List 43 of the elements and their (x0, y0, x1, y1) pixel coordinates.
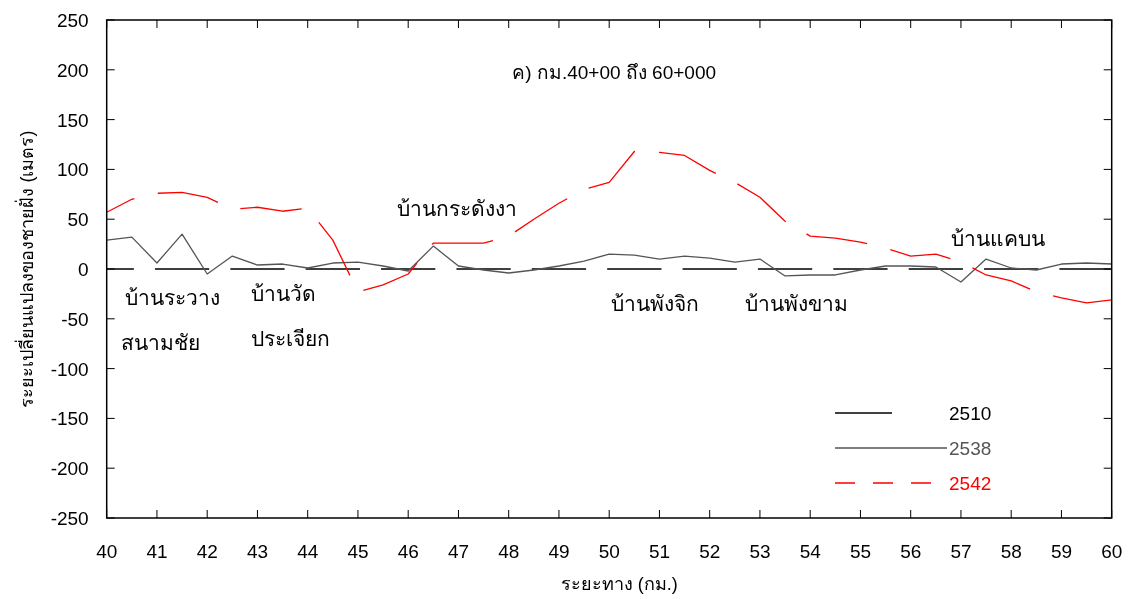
y-tick-label: 250 (57, 10, 89, 31)
x-tick-label: 44 (297, 541, 319, 562)
annotation: บ้านกระดังงา (397, 197, 517, 220)
x-tick-label: 46 (397, 541, 419, 562)
x-tick-label: 50 (598, 541, 620, 562)
annotation: ประเจียก (250, 327, 330, 350)
annotation: บ้านพังขาม (744, 292, 848, 315)
x-tick-label: 45 (347, 541, 369, 562)
x-tick-label: 59 (1050, 541, 1073, 562)
y-tick-label: -150 (50, 408, 89, 430)
text: ค) กม.40+00 ถึง 60+000 (512, 62, 717, 83)
x-tick-label: 52 (699, 541, 721, 562)
x-tick-label: 48 (498, 541, 520, 562)
x-tick-label: 40 (96, 541, 118, 562)
annotation: สนามชัย (120, 331, 200, 354)
x-tick-label: 60 (1101, 541, 1123, 562)
y-tick-label: -100 (50, 358, 89, 380)
y-tick-label: 200 (57, 59, 89, 81)
y-tick-label: 0 (78, 259, 89, 280)
annotation: บ้านระวาง (124, 286, 220, 309)
x-tick-label: 47 (447, 541, 470, 562)
annotation: บ้านพังจิก (611, 292, 699, 315)
y-tick-label: -250 (50, 508, 89, 529)
x-tick-label: 54 (799, 541, 822, 562)
x-tick-label: 58 (1000, 541, 1022, 562)
x-axis-title: ระยะทาง (กม.) (560, 574, 678, 594)
annotation: บ้านวัด (250, 282, 316, 305)
y-tick-label: 100 (57, 159, 89, 181)
y-tick-label: 50 (67, 209, 89, 231)
y-tick-label: 150 (57, 109, 89, 131)
x-tick-label: 41 (146, 541, 168, 562)
x-tick-label: 57 (950, 541, 972, 562)
x-tick-label: 53 (749, 541, 771, 562)
x-tick-label: 42 (196, 541, 218, 562)
x-tick-label: 43 (246, 541, 269, 562)
y-tick-label: -50 (61, 308, 89, 330)
y-axis-title: ระยะเปลี่ยนแปลงของชายฝั่ง (เมตร) (14, 130, 37, 408)
x-tick-label: 49 (548, 541, 570, 562)
x-tick-label: 56 (900, 541, 922, 562)
x-tick-label: 51 (648, 541, 671, 562)
y-tick-label: -200 (50, 458, 89, 480)
x-tick-label: 55 (849, 541, 872, 562)
annotation: บ้านแคบน (951, 227, 1045, 250)
